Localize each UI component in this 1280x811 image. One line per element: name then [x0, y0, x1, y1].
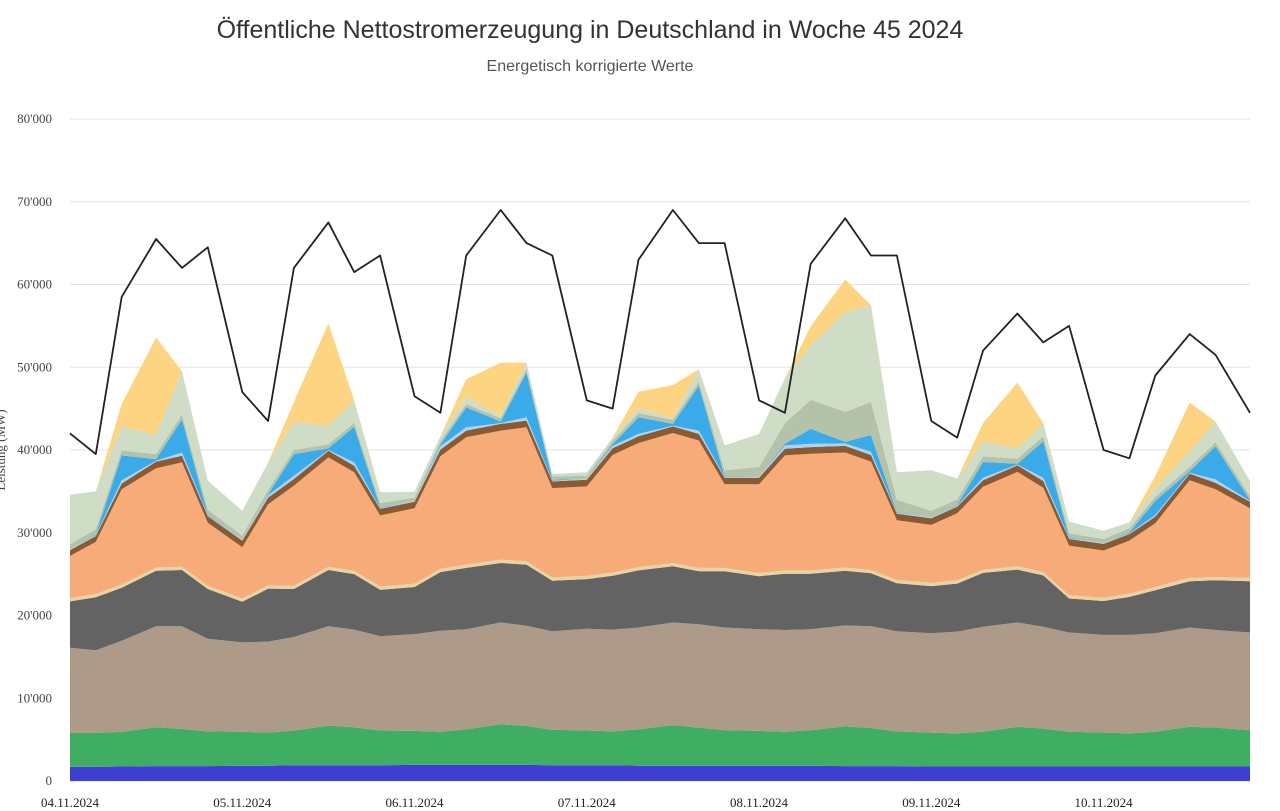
y-axis-label: Leistung (MW) [0, 409, 8, 490]
area-wind-onshore [70, 305, 1250, 545]
y-tick-label: 40'000 [17, 442, 52, 457]
x-tick-label: 04.11.2024 [41, 795, 100, 810]
y-tick-label: 20'000 [17, 608, 52, 623]
y-tick-label: 80'000 [17, 111, 52, 126]
area-gas [70, 427, 1250, 599]
x-tick-label: 05.11.2024 [213, 795, 272, 810]
area-solar [70, 279, 1250, 531]
y-axis-ticks: 0 10'000 20'000 30'000 40'000 50'000 60'000 70'… [17, 111, 52, 788]
y-tick-label: 30'000 [17, 525, 52, 540]
x-tick-label: 09.11.2024 [902, 795, 961, 810]
load-line [69, 209, 1251, 460]
area-hard-coal [70, 563, 1250, 651]
area-hydro [70, 764, 1250, 781]
x-axis-ticks: 04.11.2024 05.11.2024 06.11.2024 07.11.2024… [41, 795, 1133, 810]
y-tick-label: 60'000 [17, 277, 52, 292]
generation-areas [70, 279, 1250, 781]
y-tick-label: 0 [46, 773, 53, 788]
x-tick-label: 08.11.2024 [730, 795, 789, 810]
chart-title: Öffentliche Nettostromerzeugung in Deuts… [216, 16, 964, 44]
y-tick-label: 10'000 [17, 690, 52, 705]
area-wind-offshore [70, 369, 1250, 550]
x-tick-label: 10.11.2024 [1075, 795, 1134, 810]
area-biomass [70, 724, 1250, 767]
y-tick-label: 70'000 [17, 194, 52, 209]
load-line-group [69, 209, 1251, 460]
area-lignite [70, 622, 1250, 734]
x-tick-label: 07.11.2024 [558, 795, 617, 810]
area-storage [70, 372, 1250, 550]
area-oil [70, 559, 1250, 602]
x-tick-label: 06.11.2024 [386, 795, 445, 810]
y-tick-label: 50'000 [17, 359, 52, 374]
chart-subtitle: Energetisch korrigierte Werte [486, 58, 694, 75]
